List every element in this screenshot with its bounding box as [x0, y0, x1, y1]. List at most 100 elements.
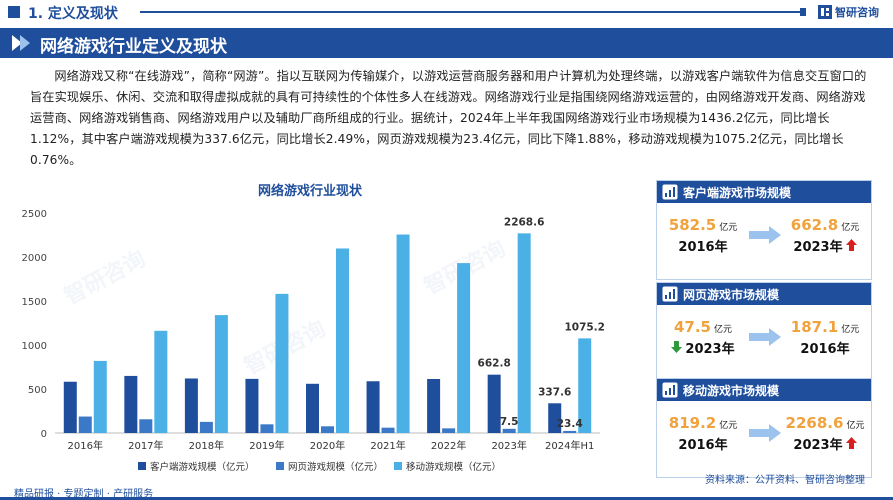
metric-right: 2268.6 亿元 2023年 [779, 413, 871, 453]
bar-2 [578, 338, 592, 433]
bar-2 [457, 263, 471, 433]
page-title: 网络游戏行业定义及现状 [40, 37, 227, 57]
y-tick-label: 1500 [22, 297, 47, 308]
bar-2 [93, 360, 107, 433]
y-tick-label: 0 [41, 429, 47, 440]
bar-0 [184, 378, 198, 433]
bar-0 [548, 403, 562, 433]
bar-2 [154, 330, 168, 433]
legend-label: 网页游戏规模（亿元） [288, 461, 383, 473]
right-arrow-icon [749, 328, 781, 346]
data-label: 23.4 [557, 418, 583, 430]
metric-unit: 亿元 [719, 223, 738, 233]
title-banner: 网络游戏行业定义及现状 [0, 28, 893, 58]
bar-0 [487, 374, 501, 433]
x-tick-label: 2020年 [310, 439, 345, 452]
footer-source: 资料来源：公开资料、智研咨询整理 [705, 475, 865, 486]
bar-1 [502, 428, 516, 433]
right-arrow-icon [749, 226, 781, 244]
metric-year-text: 2016年 [800, 342, 850, 357]
mobile-game-card: 移动游戏市场规模 819.2 亿元 2016年 2268.6 亿元 2023年 [656, 378, 872, 478]
data-label: 337.6 [538, 386, 571, 398]
card-title: 移动游戏市场规模 [683, 384, 780, 398]
bar-1 [199, 421, 213, 433]
metric-value-row: 819.2 亿元 [657, 413, 749, 432]
x-tick-label: 2022年 [431, 439, 466, 452]
chart-icon [662, 184, 678, 200]
bar-chart: 0 500 1000 1500 2000 2500 2016年 2017年 2018年 2019年… [22, 209, 605, 473]
metric-left: 47.5 亿元 2023年 [657, 317, 749, 357]
card-header: 客户端游戏市场规模 [657, 181, 871, 203]
bar-0 [306, 383, 319, 433]
chart-icon [662, 286, 678, 302]
metric-year: 2023年 [657, 338, 749, 357]
metric-value-row: 2268.6 亿元 [779, 413, 871, 432]
metric-unit: 亿元 [714, 325, 733, 335]
metric-value: 662.8 [790, 216, 839, 234]
chart-title: 网络游戏行业现状 [257, 184, 362, 199]
metric-unit: 亿元 [841, 325, 860, 335]
x-tick-label: 2024年H1 [545, 439, 594, 452]
metric-value: 187.1 [790, 318, 839, 336]
bar-0 [427, 378, 441, 433]
metric-year: 2016年 [657, 434, 749, 453]
web-game-card: 网页游戏市场规模 47.5 亿元 2023年 187.1 亿元 2016年 [656, 282, 872, 382]
footer-tagline: 精品研报 · 专题定制 · 产研服务 [14, 489, 154, 500]
section-title: 1. 定义及现状 [28, 6, 118, 22]
metric-year-text: 2023年 [793, 438, 843, 453]
bar-1 [321, 426, 334, 433]
brand-logo-icon [818, 5, 832, 19]
metric-value-row: 582.5 亿元 [657, 215, 749, 234]
legend-swatch [394, 462, 402, 470]
x-tick-label: 2021年 [370, 439, 405, 452]
metric-year-text: 2016年 [678, 240, 728, 255]
client-game-card: 客户端游戏市场规模 582.5 亿元 2016年 662.8 亿元 2023年 [656, 180, 872, 280]
legend-swatch [138, 462, 146, 470]
bar-2 [214, 315, 228, 433]
legend-label: 移动游戏规模（亿元） [406, 461, 501, 473]
up-arrow-icon [845, 239, 857, 251]
brand-logo: 智研咨询 [818, 4, 879, 20]
right-arrow-icon [749, 424, 781, 442]
metric-year-text: 2023年 [793, 240, 843, 255]
metric-value-row: 662.8 亿元 [779, 215, 871, 234]
bar-0 [366, 381, 380, 433]
metric-unit: 亿元 [719, 421, 738, 431]
metric-unit: 亿元 [841, 223, 860, 233]
down-arrow-icon [671, 341, 683, 353]
bar-1 [563, 430, 577, 433]
bar-1 [78, 416, 92, 433]
metric-left: 582.5 亿元 2016年 [657, 215, 749, 255]
metric-value: 47.5 [673, 318, 711, 336]
header-rule [140, 11, 800, 13]
data-label: 7.5 [500, 416, 519, 428]
bar-1 [381, 427, 395, 433]
chevron-icon [12, 35, 30, 51]
bar-0 [245, 378, 259, 433]
metric-year: 2016年 [657, 236, 749, 255]
metric-year: 2023年 [779, 434, 871, 453]
card-header: 网页游戏市场规模 [657, 283, 871, 305]
y-tick-label: 1000 [22, 341, 47, 352]
data-label: 2268.6 [504, 216, 545, 228]
footer: 精品研报 · 专题定制 · 产研服务 资料来源：公开资料、智研咨询整理 [0, 475, 893, 500]
metric-year-text: 2016年 [678, 438, 728, 453]
intro-paragraph: 网络游戏又称“在线游戏”，简称“网游”。指以互联网为传输媒介，以游戏运营商服务器… [30, 69, 867, 167]
y-tick-label: 500 [28, 385, 47, 396]
header-rule-end [800, 8, 806, 16]
legend-label: 客户端游戏规模（亿元） [150, 461, 255, 473]
metric-value: 582.5 [668, 216, 717, 234]
footer-bar [0, 497, 893, 500]
card-header: 移动游戏市场规模 [657, 379, 871, 401]
section-marker [8, 6, 20, 18]
metric-left: 819.2 亿元 2016年 [657, 413, 749, 453]
y-tick-label: 2500 [22, 209, 47, 220]
bar-2 [275, 293, 289, 433]
x-tick-label: 2018年 [189, 439, 224, 452]
bar-2 [517, 233, 531, 433]
metric-right: 187.1 亿元 2016年 [779, 317, 871, 357]
bar-2 [336, 248, 349, 433]
metric-right: 662.8 亿元 2023年 [779, 215, 871, 255]
metric-year: 2016年 [779, 338, 871, 357]
metric-value: 2268.6 [785, 414, 844, 432]
